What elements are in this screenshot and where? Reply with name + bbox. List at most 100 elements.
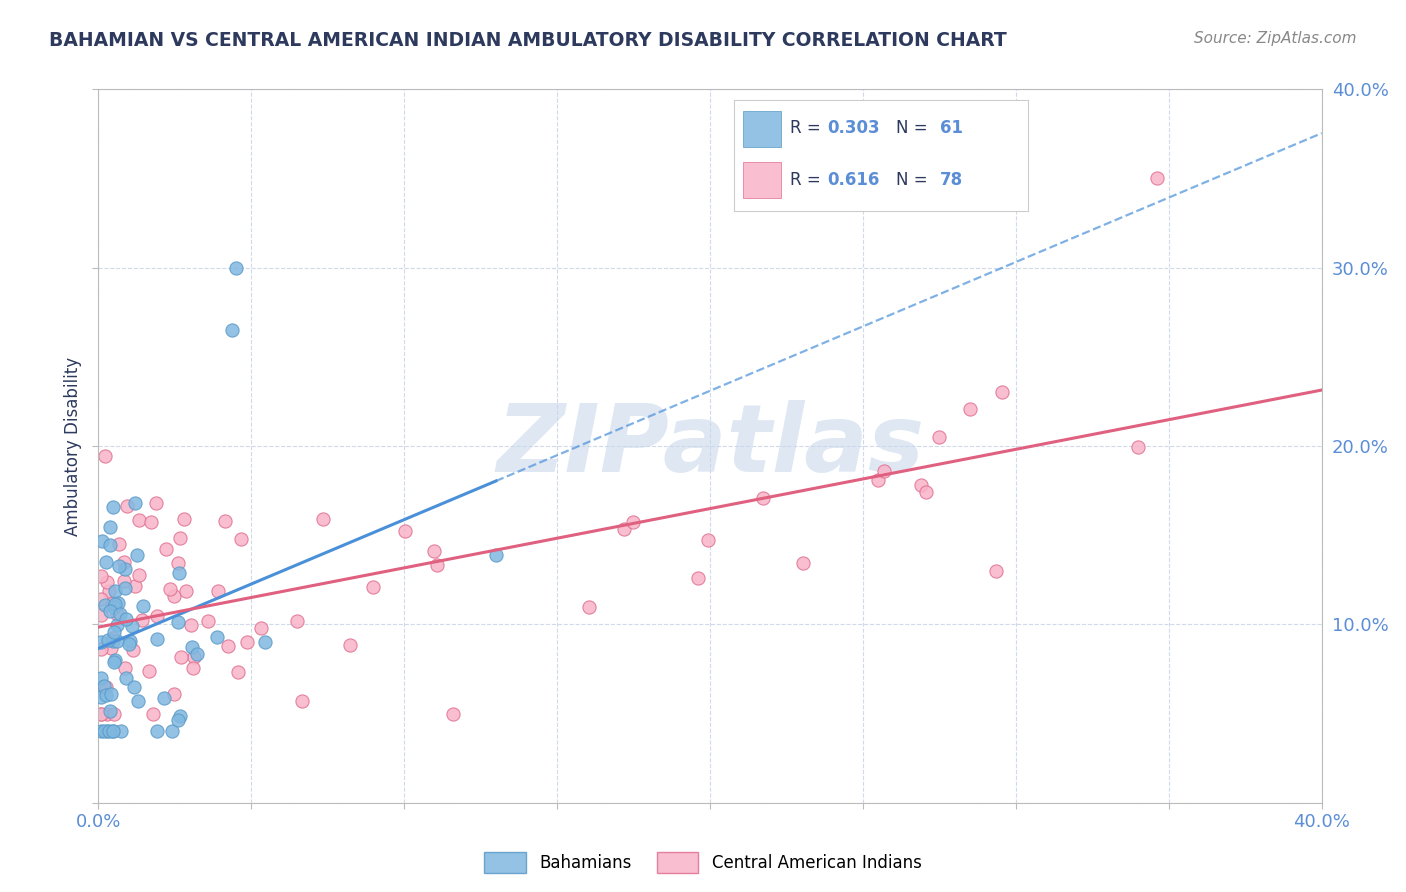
Point (98, 704, 121, 718)
Point (291, 694, 314, 708)
Point (145, 609, 167, 624)
Point (183, 650, 205, 665)
Legend: Bahamians, Central American Indians: Bahamians, Central American Indians (478, 846, 928, 880)
Point (153, 691, 176, 706)
Point (101, 631, 124, 645)
Point (169, 566, 191, 580)
Point (114, 561, 136, 575)
Point (217, 639, 239, 653)
Point (108, 558, 131, 573)
Point (214, 514, 236, 528)
Point (118, 634, 141, 648)
Point (205, 630, 228, 644)
Point (104, 598, 127, 612)
Point (138, 664, 160, 678)
Point (90, 706, 112, 721)
Point (104, 583, 127, 598)
Point (112, 555, 135, 569)
Point (225, 260, 247, 275)
Point (103, 724, 125, 739)
Point (105, 633, 128, 648)
Point (621, 515, 644, 529)
Point (103, 596, 125, 610)
Point (122, 680, 145, 694)
Text: ZIPatlas: ZIPatlas (496, 400, 924, 492)
Point (128, 568, 150, 582)
Point (114, 581, 136, 595)
Point (166, 556, 188, 570)
Point (118, 637, 141, 651)
Point (124, 496, 146, 510)
Point (312, 512, 335, 526)
Point (114, 661, 136, 675)
Point (986, 564, 1008, 578)
Point (959, 402, 981, 417)
Point (93, 724, 115, 739)
Point (159, 582, 181, 596)
Point (697, 533, 720, 548)
Point (221, 323, 243, 337)
Point (121, 619, 143, 633)
Point (107, 596, 129, 610)
Point (101, 724, 124, 739)
Point (181, 661, 204, 675)
Point (93, 679, 115, 693)
Point (115, 612, 138, 626)
Point (132, 599, 155, 614)
Point (160, 724, 183, 739)
Point (104, 653, 127, 667)
Point (94, 598, 117, 612)
Point (180, 640, 202, 655)
Point (180, 618, 202, 632)
Point (98, 538, 121, 552)
Point (110, 724, 132, 739)
Point (112, 574, 135, 589)
Point (361, 580, 384, 594)
Point (124, 578, 146, 592)
Point (98, 519, 121, 533)
Point (169, 708, 191, 723)
Point (105, 607, 128, 621)
Point (127, 694, 149, 708)
Point (485, 548, 508, 562)
Point (128, 513, 150, 527)
Point (928, 430, 950, 444)
Point (100, 687, 122, 701)
Point (423, 544, 446, 558)
Point (910, 478, 932, 492)
Point (94, 681, 117, 695)
Point (186, 647, 208, 661)
Point (228, 665, 250, 679)
Point (94, 556, 117, 570)
Point (155, 541, 177, 556)
Point (90, 680, 112, 694)
Point (90, 690, 112, 705)
Point (686, 571, 709, 585)
Point (131, 614, 153, 628)
Point (169, 531, 191, 545)
Point (236, 635, 259, 649)
Point (98, 724, 121, 739)
Point (94, 449, 117, 463)
Point (197, 614, 219, 628)
Text: Source: ZipAtlas.com: Source: ZipAtlas.com (1194, 31, 1357, 46)
Point (146, 724, 169, 739)
Point (103, 655, 125, 669)
Point (96, 724, 118, 739)
Point (170, 650, 193, 665)
Point (97, 583, 120, 598)
Point (146, 632, 169, 646)
Point (173, 512, 195, 526)
Point (167, 713, 190, 727)
Point (121, 643, 143, 657)
Point (105, 618, 128, 632)
Point (285, 614, 308, 628)
Point (207, 583, 229, 598)
Point (108, 536, 131, 550)
Point (249, 621, 271, 635)
Point (163, 590, 186, 604)
Point (1126, 440, 1149, 454)
Point (991, 385, 1014, 400)
Point (90, 634, 112, 648)
Text: BAHAMIAN VS CENTRAL AMERICAN INDIAN AMBULATORY DISABILITY CORRELATION CHART: BAHAMIAN VS CENTRAL AMERICAN INDIAN AMBU… (49, 31, 1007, 50)
